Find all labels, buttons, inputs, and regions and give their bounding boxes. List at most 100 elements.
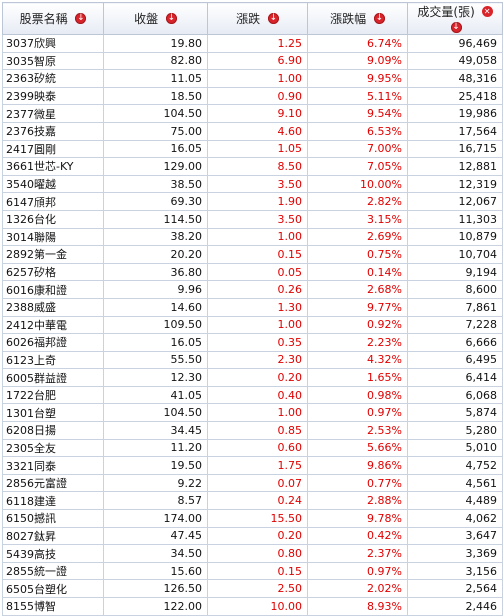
change-cell: 0.20 — [207, 368, 308, 387]
table-row[interactable]: 3014聯陽 38.20 1.00 2.69% 10,879 — [2, 227, 503, 247]
table-row[interactable]: 2388威盛 14.60 1.30 9.77% 7,861 — [2, 297, 503, 317]
table-row[interactable]: 6505台塑化 126.50 2.50 2.02% 2,564 — [2, 579, 503, 598]
table-row[interactable]: 6147頎邦 69.30 1.90 2.82% 12,067 — [2, 192, 503, 211]
stock-name-cell[interactable]: 2412中華電 — [2, 315, 104, 335]
table-row[interactable]: 2399映泰 18.50 0.90 5.11% 25,418 — [2, 86, 503, 106]
table-row[interactable]: 2417圓剛 16.05 1.05 7.00% 16,715 — [2, 139, 503, 159]
table-row[interactable]: 2363矽統 11.05 1.00 9.95% 48,316 — [2, 69, 503, 88]
table-row[interactable]: 8155博智 122.00 10.00 8.93% 2,446 — [2, 597, 503, 616]
stock-name-cell[interactable]: 8155博智 — [2, 597, 104, 616]
table-row[interactable]: 6208日揚 34.45 0.85 2.53% 5,280 — [2, 421, 503, 440]
change-pct-cell: 6.74% — [307, 34, 408, 53]
stock-name-cell[interactable]: 2399映泰 — [2, 86, 104, 106]
stock-name-cell[interactable]: 6123上奇 — [2, 350, 104, 370]
table-row[interactable]: 6005群益證 12.30 0.20 1.65% 6,414 — [2, 368, 503, 387]
table-row[interactable]: 6118建達 8.57 0.24 2.88% 4,489 — [2, 491, 503, 511]
table-row[interactable]: 1722台肥 41.05 0.40 0.98% 6,068 — [2, 385, 503, 405]
stock-name-cell[interactable]: 3321同泰 — [2, 456, 104, 475]
header-stock-name[interactable]: 股票名稱 ↓ — [2, 2, 104, 35]
table-row[interactable]: 1301台塑 104.50 1.00 0.97% 5,874 — [2, 403, 503, 423]
table-row[interactable]: 2376技嘉 75.00 4.60 6.53% 17,564 — [2, 121, 503, 141]
change-cell: 1.25 — [207, 34, 308, 53]
table-row[interactable]: 3661世芯-KY 129.00 8.50 7.05% 12,881 — [2, 157, 503, 176]
stock-name-cell[interactable]: 6147頎邦 — [2, 192, 104, 211]
table-row[interactable]: 6016康和證 9.96 0.26 2.68% 8,600 — [2, 280, 503, 299]
table-row[interactable]: 8027鈦昇 47.45 0.20 0.42% 3,647 — [2, 526, 503, 546]
close-cell: 104.50 — [103, 403, 208, 423]
stock-name-cell[interactable]: 2388威盛 — [2, 297, 104, 317]
stock-name-cell[interactable]: 2376技嘉 — [2, 121, 104, 141]
table-row[interactable]: 6150撼訊 174.00 15.50 9.78% 4,062 — [2, 509, 503, 528]
close-cell: 109.50 — [103, 315, 208, 335]
stock-name-cell[interactable]: 2855統一證 — [2, 561, 104, 581]
change-pct-cell: 9.09% — [307, 51, 408, 71]
table-row[interactable]: 6026福邦證 16.05 0.35 2.23% 6,666 — [2, 333, 503, 352]
volume-cell: 9,194 — [407, 262, 503, 282]
change-pct-cell: 0.77% — [307, 473, 408, 493]
stock-name-cell[interactable]: 6005群益證 — [2, 368, 104, 387]
volume-cell: 6,414 — [407, 368, 503, 387]
table-row[interactable]: 2377微星 104.50 9.10 9.54% 19,986 — [2, 104, 503, 123]
table-row[interactable]: 3037欣興 19.80 1.25 6.74% 96,469 — [2, 34, 503, 53]
volume-cell: 96,469 — [407, 34, 503, 53]
table-row[interactable]: 1326台化 114.50 3.50 3.15% 11,303 — [2, 209, 503, 229]
stock-name-cell[interactable]: 6208日揚 — [2, 421, 104, 440]
change-pct-cell: 2.68% — [307, 280, 408, 299]
sort-down-icon[interactable]: ↓ — [75, 13, 87, 24]
change-cell: 9.10 — [207, 104, 308, 123]
table-row[interactable]: 3035智原 82.80 6.90 9.09% 49,058 — [2, 51, 503, 71]
stock-name-cell[interactable]: 8027鈦昇 — [2, 526, 104, 546]
stock-name-cell[interactable]: 6026福邦證 — [2, 333, 104, 352]
stock-name-cell[interactable]: 6257矽格 — [2, 262, 104, 282]
table-row[interactable]: 2412中華電 109.50 1.00 0.92% 7,228 — [2, 315, 503, 335]
close-icon[interactable]: ✕ — [481, 6, 493, 17]
stock-name-cell[interactable]: 2892第一金 — [2, 245, 104, 264]
change-cell: 0.15 — [207, 245, 308, 264]
change-pct-cell: 9.54% — [307, 104, 408, 123]
table-row[interactable]: 6257矽格 36.80 0.05 0.14% 9,194 — [2, 262, 503, 282]
header-change[interactable]: 漲跌 ↓ — [207, 2, 308, 35]
stock-name-cell[interactable]: 1722台肥 — [2, 385, 104, 405]
table-row[interactable]: 2305全友 11.20 0.60 5.66% 5,010 — [2, 438, 503, 458]
volume-cell: 12,319 — [407, 174, 503, 194]
stock-name-cell[interactable]: 5439高技 — [2, 544, 104, 563]
stock-name-cell[interactable]: 2305全友 — [2, 438, 104, 458]
stock-name-cell[interactable]: 6505台塑化 — [2, 579, 104, 598]
table-row[interactable]: 5439高技 34.50 0.80 2.37% 3,369 — [2, 544, 503, 563]
stock-name-cell[interactable]: 3037欣興 — [2, 34, 104, 53]
stock-name-cell[interactable]: 2856元富證 — [2, 473, 104, 493]
header-volume[interactable]: 成交量(張) ✕ ↓ — [407, 2, 503, 35]
volume-cell: 48,316 — [407, 69, 503, 88]
change-cell: 15.50 — [207, 509, 308, 528]
change-cell: 0.90 — [207, 86, 308, 106]
sort-down-icon[interactable]: ↓ — [267, 13, 279, 24]
stock-name-cell[interactable]: 1301台塑 — [2, 403, 104, 423]
stock-name-cell[interactable]: 1326台化 — [2, 209, 104, 229]
header-change-pct[interactable]: 漲跌幅 ↓ — [307, 2, 408, 35]
stock-name-cell[interactable]: 2363矽統 — [2, 69, 104, 88]
close-cell: 11.05 — [103, 69, 208, 88]
change-cell: 1.00 — [207, 315, 308, 335]
stock-name-cell[interactable]: 3661世芯-KY — [2, 157, 104, 176]
sort-down-icon[interactable]: ↓ — [165, 13, 177, 24]
stock-name-cell[interactable]: 3540曜越 — [2, 174, 104, 194]
table-row[interactable]: 2855統一證 15.60 0.15 0.97% 3,156 — [2, 561, 503, 581]
table-row[interactable]: 6123上奇 55.50 2.30 4.32% 6,495 — [2, 350, 503, 370]
stock-name-cell[interactable]: 3035智原 — [2, 51, 104, 71]
table-row[interactable]: 2892第一金 20.20 0.15 0.75% 10,704 — [2, 245, 503, 264]
volume-cell: 8,600 — [407, 280, 503, 299]
header-close[interactable]: 收盤 ↓ — [103, 2, 208, 35]
sort-down-icon[interactable]: ↓ — [450, 22, 462, 33]
stock-name-cell[interactable]: 2377微星 — [2, 104, 104, 123]
stock-name-cell[interactable]: 6118建達 — [2, 491, 104, 511]
stock-name-cell[interactable]: 6150撼訊 — [2, 509, 104, 528]
stock-name-cell[interactable]: 3014聯陽 — [2, 227, 104, 247]
change-cell: 1.90 — [207, 192, 308, 211]
stock-name-cell[interactable]: 6016康和證 — [2, 280, 104, 299]
sort-down-icon[interactable]: ↓ — [373, 13, 385, 24]
volume-cell: 4,561 — [407, 473, 503, 493]
table-row[interactable]: 3540曜越 38.50 3.50 10.00% 12,319 — [2, 174, 503, 194]
table-row[interactable]: 2856元富證 9.22 0.07 0.77% 4,561 — [2, 473, 503, 493]
table-row[interactable]: 3321同泰 19.50 1.75 9.86% 4,752 — [2, 456, 503, 475]
stock-name-cell[interactable]: 2417圓剛 — [2, 139, 104, 159]
